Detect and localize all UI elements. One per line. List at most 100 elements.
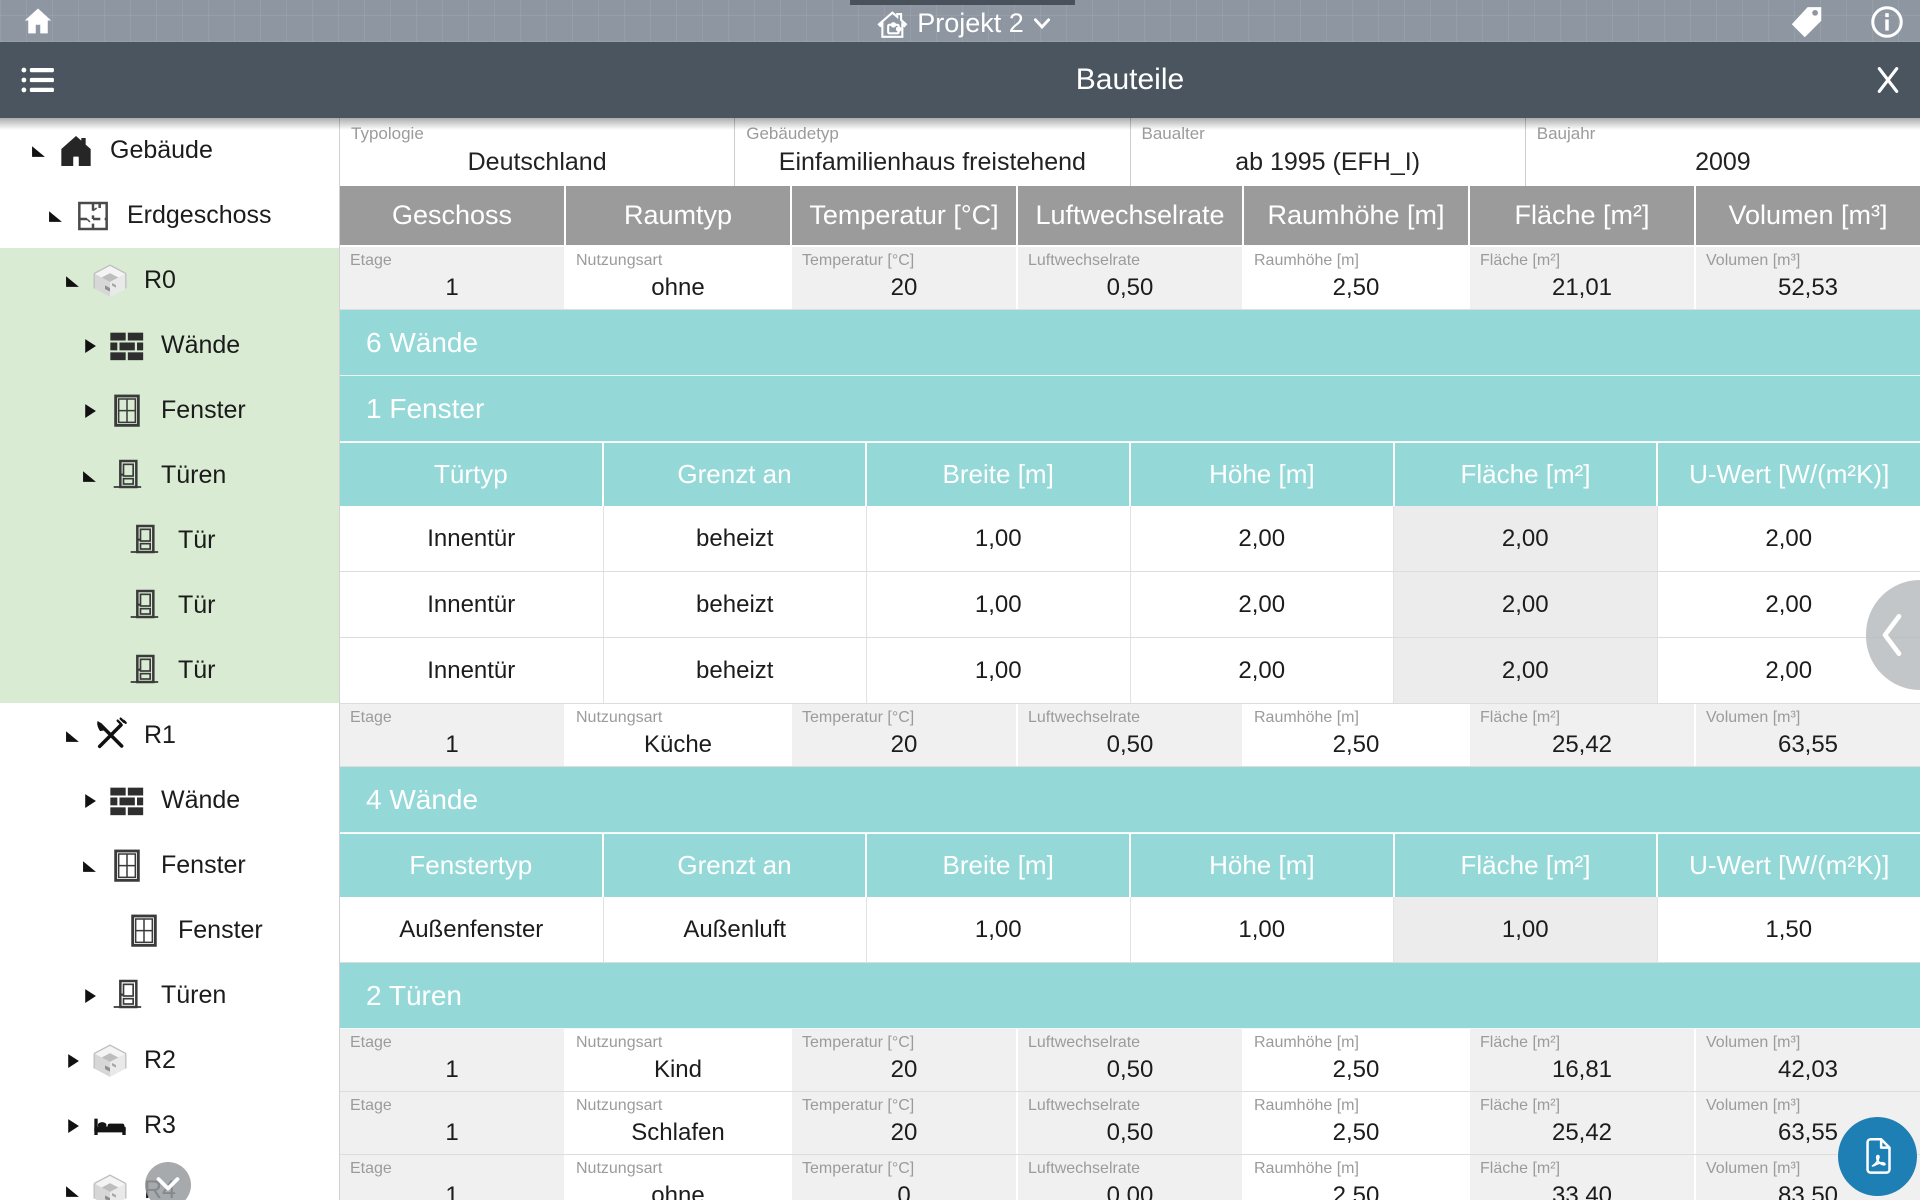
expander-closed-icon[interactable] — [62, 1118, 82, 1134]
field-typologie[interactable]: Typologie Deutschland — [340, 118, 736, 186]
tree-item-erdgeschoss[interactable]: Erdgeschoss — [0, 183, 339, 248]
expander-closed-icon[interactable] — [62, 1053, 82, 1069]
tree-item-tueren[interactable]: Türen — [0, 443, 339, 508]
tree-item-label: Fenster — [161, 396, 246, 424]
section-band-waende-r1[interactable]: 4 Wände — [340, 767, 1920, 833]
cell-tuertyp[interactable]: Innentür — [340, 638, 604, 703]
expander-closed-icon[interactable] — [79, 793, 99, 809]
cell-breite[interactable]: 1,00 — [867, 506, 1131, 571]
expander-closed-icon[interactable] — [79, 988, 99, 1004]
top-bar: Projekt 2 — [0, 0, 1920, 42]
field-baujahr[interactable]: Baujahr 2009 — [1526, 118, 1920, 186]
column-header: Fläche [m²] — [1395, 443, 1659, 506]
expander-closed-icon[interactable] — [79, 403, 99, 419]
cell-hoehe[interactable]: 1,00 — [1131, 897, 1394, 962]
cell-label: Etage — [350, 709, 392, 726]
window-row-1[interactable]: Außenfenster Außenluft 1,00 1,00 1,00 1,… — [340, 897, 1920, 963]
cell-nutzungsart[interactable]: Nutzungsart Schlafen — [566, 1092, 792, 1154]
cell-fenstertyp[interactable]: Außenfenster — [340, 897, 604, 962]
field-gebaeudetyp[interactable]: Gebäudetyp Einfamilienhaus freistehend — [735, 118, 1131, 186]
expander-open-icon[interactable] — [62, 1183, 82, 1199]
expander-closed-icon[interactable] — [79, 338, 99, 354]
cell-value: 63,55 — [1777, 731, 1839, 758]
cell-value: 2,50 — [1332, 274, 1380, 301]
cell-tuertyp[interactable]: Innentür — [340, 572, 604, 637]
cell-value: 2,50 — [1332, 731, 1380, 758]
cell-nutzungsart[interactable]: Nutzungsart Kind — [566, 1029, 792, 1091]
cell-value: 20 — [890, 274, 918, 301]
cell-nutzungsart[interactable]: Nutzungsart ohne — [566, 1155, 792, 1200]
door-icon — [124, 651, 164, 691]
tree-item-tuer-2[interactable]: Tür — [0, 573, 339, 638]
cell-u-wert[interactable]: 2,00 — [1765, 524, 1813, 552]
door-row-2[interactable]: Innentür beheizt 1,00 2,00 2,00 2,00 — [340, 572, 1920, 638]
cell-breite[interactable]: 1,00 — [867, 897, 1131, 962]
bed-icon — [90, 1106, 130, 1146]
expander-open-icon[interactable] — [62, 273, 82, 289]
window-icon — [107, 846, 147, 886]
tree-item-label: Fenster — [161, 851, 246, 879]
tree-item-waende-r1[interactable]: Wände — [0, 768, 339, 833]
cell-grenzt-an[interactable]: beheizt — [604, 638, 867, 703]
home-button[interactable] — [20, 4, 56, 40]
cell-nutzungsart[interactable]: Nutzungsart ohne — [566, 247, 792, 309]
door-row-3[interactable]: Innentür beheizt 1,00 2,00 2,00 2,00 — [340, 638, 1920, 704]
tree-scroll-down-button[interactable] — [145, 1162, 191, 1200]
cell-hoehe[interactable]: 2,00 — [1131, 506, 1394, 571]
section-band-tueren-r1[interactable]: 2 Türen — [340, 963, 1920, 1029]
cell-grenzt-an[interactable]: beheizt — [604, 572, 867, 637]
cell-raumhoehe[interactable]: Raumhöhe [m] 2,50 — [1244, 247, 1470, 309]
cell-value: 25,42 — [1551, 731, 1613, 758]
cell-hoehe[interactable]: 2,00 — [1131, 638, 1394, 703]
menu-button[interactable] — [19, 63, 56, 97]
cell-u-wert[interactable]: 2,00 — [1765, 656, 1813, 684]
close-button[interactable] — [1872, 64, 1904, 96]
cell-nutzungsart[interactable]: Nutzungsart Küche — [566, 704, 792, 766]
tree-item-gebaeude[interactable]: Gebäude — [0, 118, 339, 183]
cell-raumhoehe[interactable]: Raumhöhe [m] 2,50 — [1244, 704, 1470, 766]
tree-item-tuer-1[interactable]: Tür — [0, 508, 339, 573]
cell-grenzt-an[interactable]: Außenluft — [604, 897, 867, 962]
cell-label: Temperatur [°C] — [802, 252, 915, 269]
tree-item-waende[interactable]: Wände — [0, 313, 339, 378]
expander-open-icon[interactable] — [79, 468, 99, 484]
cell-label: Nutzungsart — [576, 252, 663, 269]
tree-item-r1[interactable]: R1 — [0, 703, 339, 768]
tree-item-r0[interactable]: R0 — [0, 248, 339, 313]
section-band-waende[interactable]: 6 Wände — [340, 310, 1920, 376]
tree-item-tuer-3[interactable]: Tür — [0, 638, 339, 703]
pdf-export-button[interactable] — [1838, 1117, 1917, 1196]
field-baualter[interactable]: Baualter ab 1995 (EFH_I) — [1131, 118, 1526, 186]
tag-button[interactable] — [1788, 3, 1826, 41]
cell-label: Temperatur [°C] — [802, 1160, 915, 1177]
tree-item-fenster-r1[interactable]: Fenster — [0, 833, 339, 898]
tree-item-r2[interactable]: R2 — [0, 1028, 339, 1093]
cell-u-wert[interactable]: 2,00 — [1765, 590, 1813, 618]
expander-open-icon[interactable] — [79, 858, 99, 874]
cell-value: Küche — [643, 731, 713, 758]
cell-u-wert[interactable]: 1,50 — [1765, 915, 1813, 943]
tree-item-label: Gebäude — [110, 136, 213, 164]
cell-grenzt-an[interactable]: beheizt — [604, 506, 867, 571]
expander-open-icon[interactable] — [28, 143, 48, 159]
tree-item-fenster-child[interactable]: Fenster — [0, 898, 339, 963]
cell-breite[interactable]: 1,00 — [867, 572, 1131, 637]
tree-item-r3[interactable]: R3 — [0, 1093, 339, 1158]
cell-raumhoehe[interactable]: Raumhöhe [m] 2,50 — [1244, 1029, 1470, 1091]
door-row-1[interactable]: Innentür beheizt 1,00 2,00 2,00 2,00 — [340, 506, 1920, 572]
cell-breite[interactable]: 1,00 — [867, 638, 1131, 703]
tree-item-fenster[interactable]: Fenster — [0, 378, 339, 443]
cell-hoehe[interactable]: 2,00 — [1131, 572, 1394, 637]
cell-label: Temperatur [°C] — [802, 1097, 915, 1114]
cell-label: Fläche [m²] — [1480, 1097, 1561, 1114]
cell-tuertyp[interactable]: Innentür — [340, 506, 604, 571]
tree-item-tueren-r1[interactable]: Türen — [0, 963, 339, 1028]
cell-raumhoehe[interactable]: Raumhöhe [m] 2,50 — [1244, 1092, 1470, 1154]
info-button[interactable] — [1868, 3, 1906, 41]
project-selector[interactable]: Projekt 2 — [850, 0, 1075, 42]
cell-raumhoehe[interactable]: Raumhöhe [m] 2,50 — [1244, 1155, 1470, 1200]
expander-open-icon[interactable] — [45, 208, 65, 224]
cell-value: 2,50 — [1332, 1182, 1380, 1200]
expander-open-icon[interactable] — [62, 728, 82, 744]
section-band-fenster[interactable]: 1 Fenster — [340, 376, 1920, 442]
